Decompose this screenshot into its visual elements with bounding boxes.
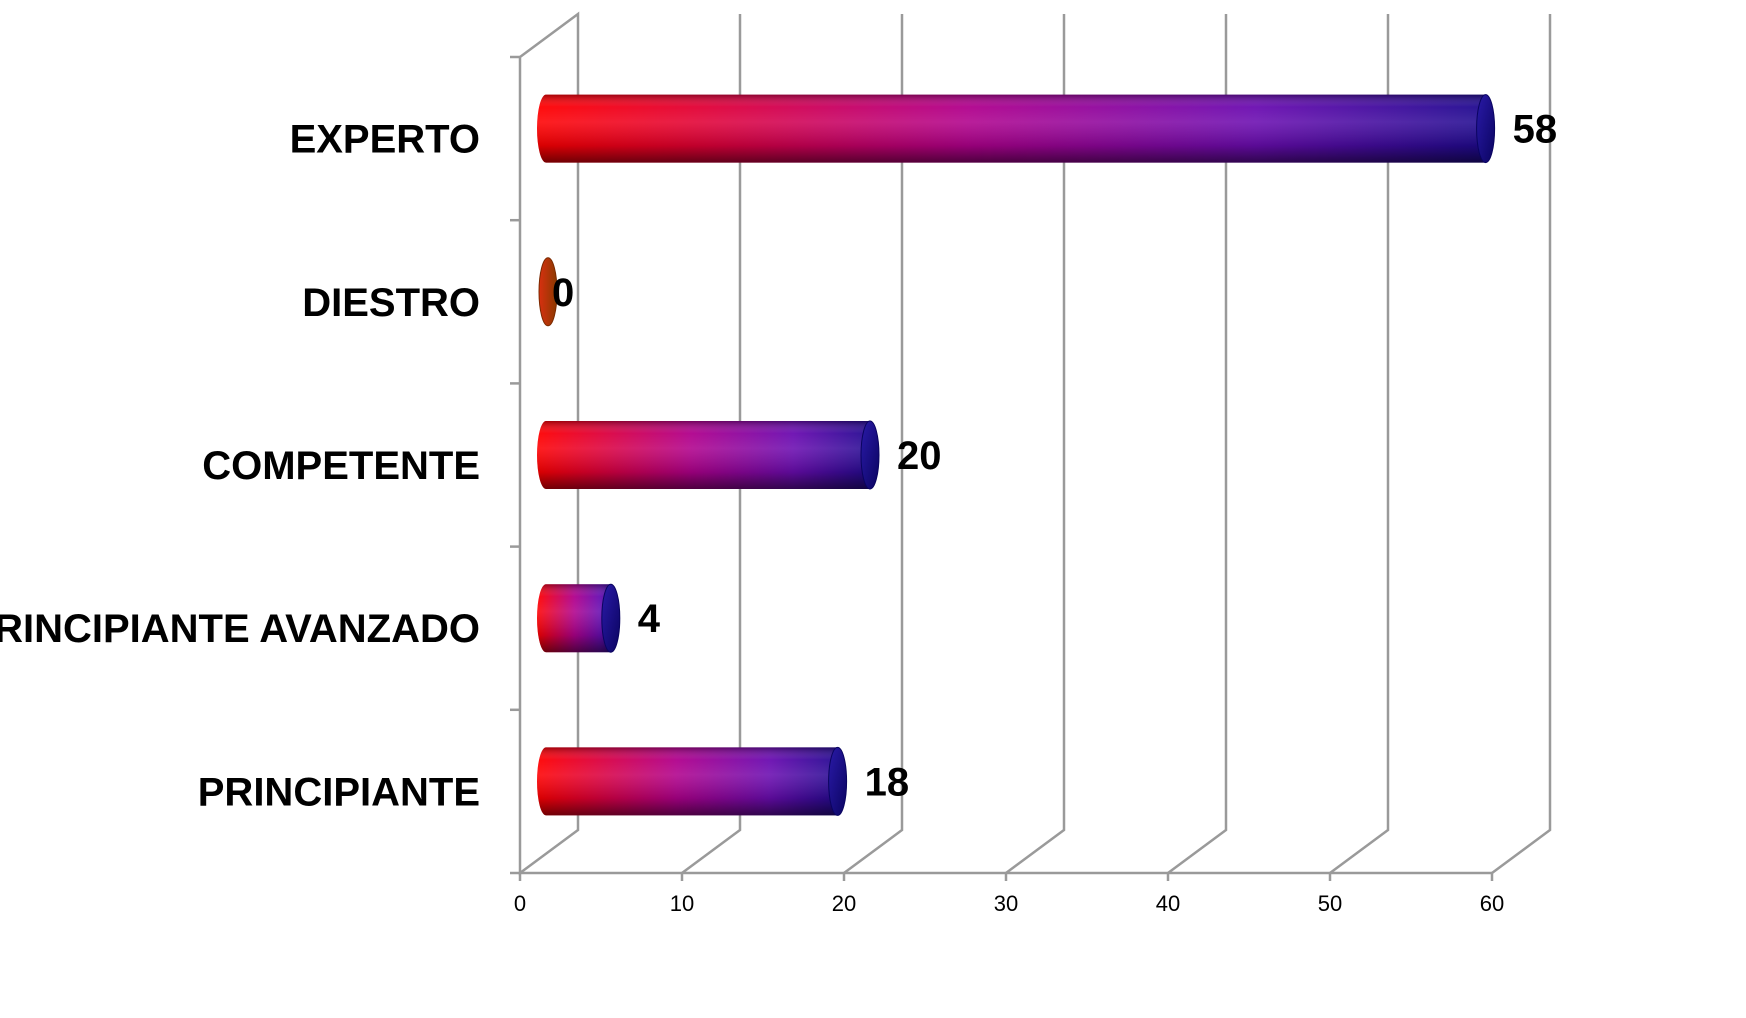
bar-end-cap: [860, 420, 880, 490]
bar: [537, 746, 848, 816]
gridline: [843, 14, 904, 875]
bar-end-cap: [828, 746, 848, 816]
value-label: 20: [897, 434, 942, 478]
gridlines: [510, 11, 1552, 876]
x-tick-label: 0: [514, 891, 526, 916]
bar: [537, 94, 1496, 164]
bar-end-cap: [1476, 94, 1496, 164]
x-tick-label: 10: [670, 891, 694, 916]
labels: PRINCIPIANTE 18 PRINCIPIANTE AVANZADO 4 COMP…: [0, 108, 1557, 815]
gridline: [681, 14, 742, 875]
bar: [537, 583, 621, 653]
category-label: PRINCIPIANTE: [198, 770, 480, 814]
x-tick-label: 20: [832, 891, 856, 916]
bar-shading: [537, 94, 1495, 163]
bar-shading: [537, 584, 620, 653]
bars: [537, 94, 1496, 816]
x-tick-label: 40: [1156, 891, 1180, 916]
gridline: [1329, 14, 1390, 875]
x-tick-label: 50: [1318, 891, 1342, 916]
category-label: EXPERTO: [290, 118, 480, 162]
x-tick-label: 60: [1480, 891, 1504, 916]
bar-zero-cap: [538, 257, 558, 327]
bar-shading: [537, 747, 847, 816]
gridline: [1167, 14, 1228, 875]
bar-shading: [537, 421, 879, 489]
category-label: PRINCIPIANTE AVANZADO: [0, 607, 480, 651]
gridline: [1491, 14, 1552, 875]
side-wall: [518, 11, 580, 876]
value-label: 58: [1513, 108, 1558, 152]
x-tick-label: 30: [994, 891, 1018, 916]
value-label: 18: [865, 760, 910, 804]
value-label: 4: [638, 597, 661, 641]
bar: [538, 257, 558, 327]
bar-end-cap: [601, 583, 621, 653]
value-label: 0: [552, 271, 574, 315]
category-label: DIESTRO: [302, 281, 480, 325]
x-axis-ticks: 0 10 20 30 40 50 60: [514, 873, 1504, 916]
bar: [537, 420, 880, 490]
category-label: COMPETENTE: [202, 444, 480, 488]
gridline: [1005, 14, 1066, 875]
